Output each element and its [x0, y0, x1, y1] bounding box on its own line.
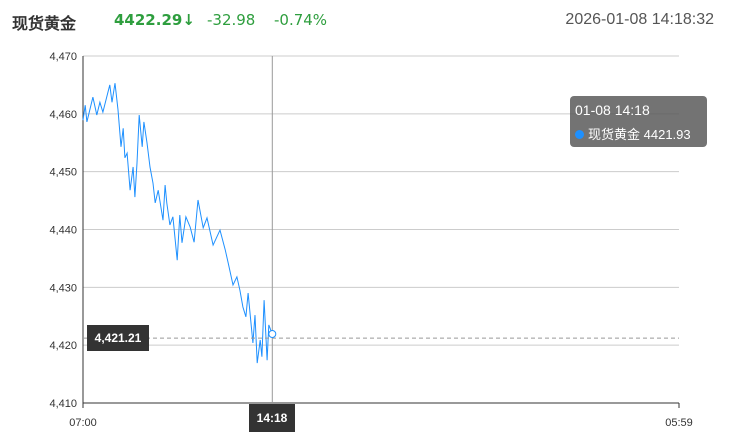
tooltip: 01-08 14:18 现货黄金 4421.93 — [570, 96, 707, 147]
y-tick-label: 4,450 — [49, 167, 77, 179]
tooltip-row: 现货黄金 4421.93 — [575, 124, 691, 143]
price-change-pct: -0.74% — [274, 11, 328, 29]
series-dot-icon — [575, 130, 584, 139]
y-tick-label: 4,430 — [49, 282, 77, 294]
last-price: 4422.29↓ — [114, 11, 195, 29]
x-tick-label: 07:00 — [69, 417, 97, 429]
hover-point — [268, 330, 277, 339]
quote-header: 现货黄金 4422.29↓ -32.98 -0.74% 2026-01-08 1… — [12, 10, 714, 34]
price-line — [82, 83, 273, 364]
down-arrow-icon: ↓ — [182, 11, 195, 29]
crosshair-y-label: 4,421.21 — [87, 325, 149, 351]
tooltip-time: 01-08 14:18 — [575, 102, 650, 118]
x-tick-label: 05:59 — [665, 417, 693, 429]
y-tick-label: 4,410 — [49, 398, 77, 410]
y-tick-label: 4,440 — [49, 225, 77, 237]
instrument-name: 现货黄金 — [12, 14, 77, 33]
tooltip-series: 现货黄金 — [588, 127, 641, 142]
y-tick-label: 4,470 — [49, 51, 77, 63]
crosshair-x-label: 14:18 — [249, 404, 295, 432]
y-tick-label: 4,420 — [49, 340, 77, 352]
price-change: -32.98 — [207, 11, 256, 29]
tooltip-value: 4421.93 — [643, 127, 691, 142]
price-value: 4422.29 — [114, 11, 183, 29]
y-tick-label: 4,460 — [49, 109, 77, 121]
quote-datetime: 2026-01-08 14:18:32 — [565, 11, 714, 28]
